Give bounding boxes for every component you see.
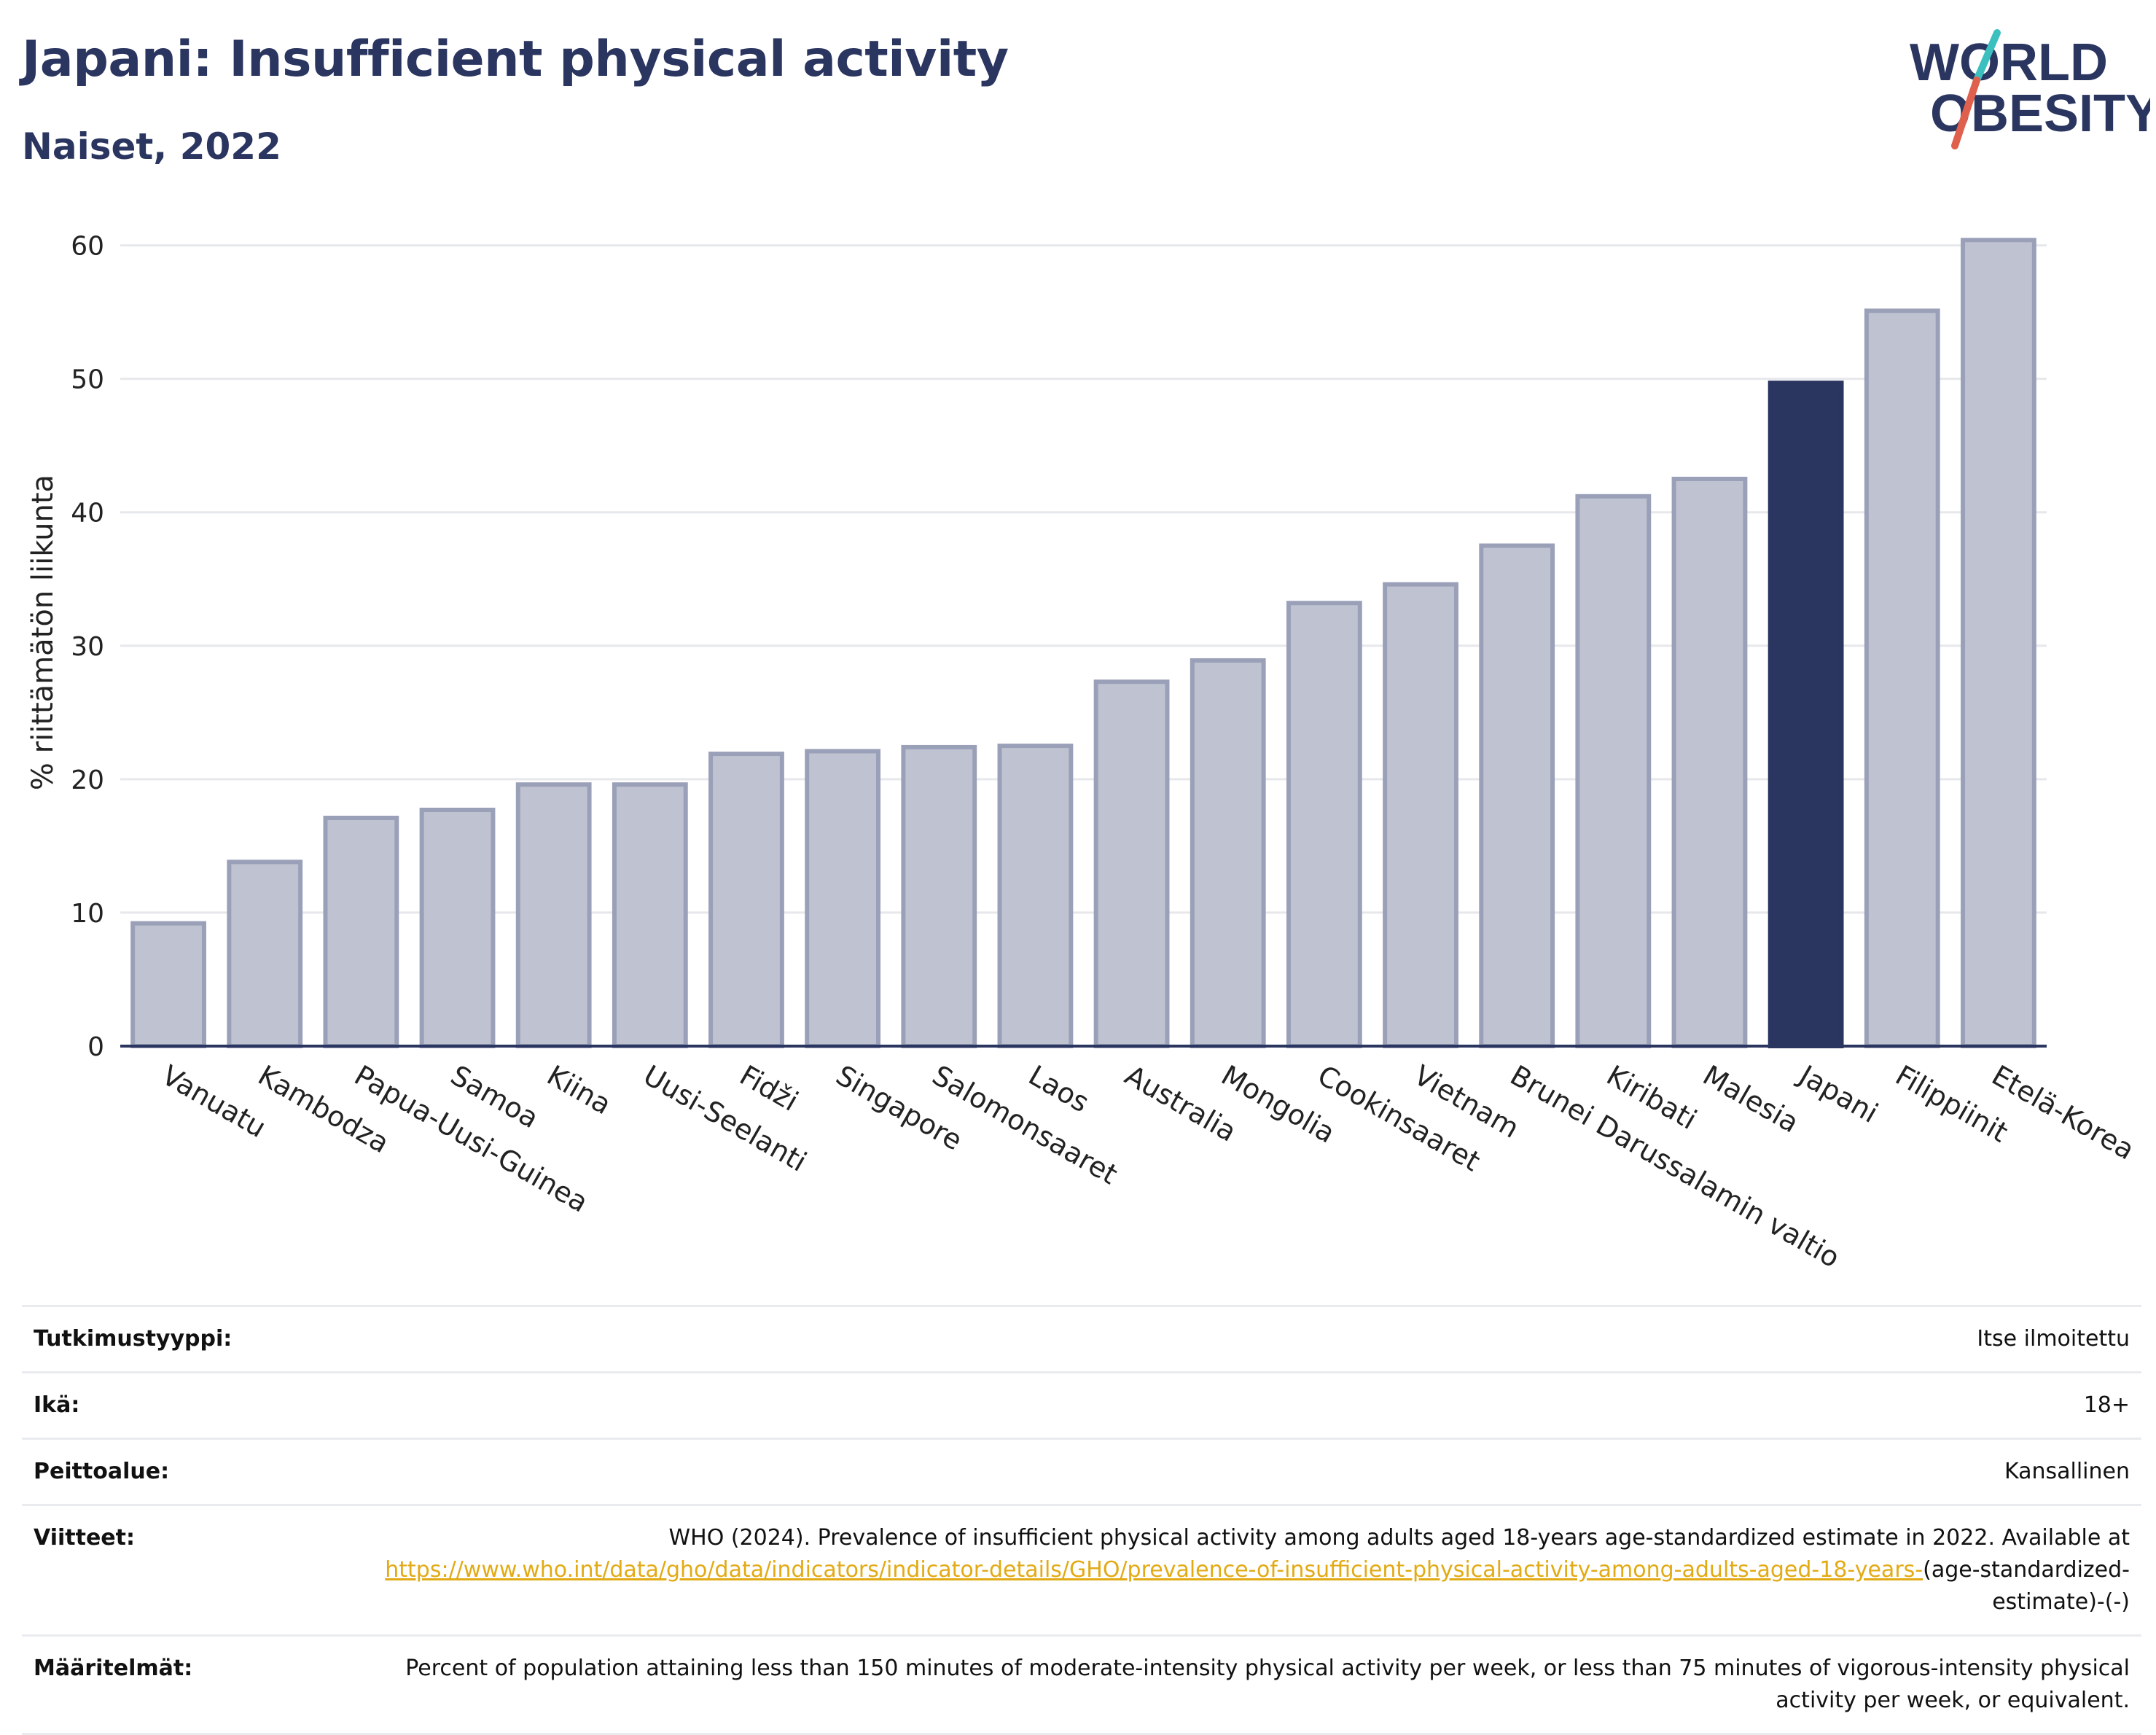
meta-row-references: Viitteet: WHO (2024). Prevalence of insu…	[22, 1504, 2141, 1637]
bar-vietnam[interactable]	[1383, 582, 1458, 1048]
bar-salomonsaaret[interactable]	[901, 744, 977, 1048]
x-tick-label: Cookinsaaret	[1312, 1059, 1485, 1178]
bar-mongolia[interactable]	[1190, 658, 1266, 1048]
references-label: Viitteet:	[22, 1504, 337, 1637]
references-link[interactable]: https://www.who.int/data/gho/data/indica…	[385, 1557, 1923, 1583]
x-tick-label: Uusi-Seelanti	[638, 1059, 812, 1178]
page-subtitle: Naiset, 2022	[22, 125, 281, 168]
logo-slash-red	[1951, 77, 1980, 149]
bar-japani[interactable]	[1768, 381, 1844, 1048]
age-label: Ikä:	[22, 1371, 337, 1440]
study-type-label: Tutkimustyyppi:	[22, 1305, 337, 1373]
meta-row-study-type: Tutkimustyyppi: Itse ilmoitettu	[22, 1305, 2141, 1373]
bar-malesia[interactable]	[1671, 476, 1748, 1048]
bar-singapore[interactable]	[805, 749, 881, 1048]
bar-chart: 0 10 20 30 40 50 60 % riittämätön liikunta Vanua…	[26, 232, 2140, 1274]
y-tick-label: 10	[71, 899, 104, 929]
x-tick-label: Fidži	[734, 1059, 803, 1118]
bar-kiribati[interactable]	[1575, 494, 1652, 1048]
y-tick-label: 50	[71, 365, 104, 395]
bar-australia[interactable]	[1093, 679, 1170, 1049]
y-axis-label: % riittämätön liikunta	[26, 475, 60, 790]
y-tick-label: 60	[71, 232, 104, 262]
logo-line-1: WORLD	[1910, 34, 2108, 92]
x-tick-label: Kiina	[542, 1059, 617, 1121]
logo-slash-teal	[1973, 29, 2001, 84]
coverage-value: Kansallinen	[337, 1438, 2141, 1506]
x-tick-label: Malesia	[1698, 1059, 1804, 1139]
study-type-value: Itse ilmoitettu	[337, 1305, 2141, 1373]
bar-samoa[interactable]	[419, 807, 496, 1049]
x-tick-label: Japani	[1792, 1058, 1883, 1129]
bar-vanuatu[interactable]	[130, 921, 206, 1049]
x-tick-label: Brunei Darussalamin valtio	[1505, 1059, 1846, 1274]
y-tick-label: 40	[71, 499, 104, 529]
metadata-table: Tutkimustyyppi: Itse ilmoitettu Ikä: 18+…	[22, 1305, 2141, 1735]
definitions-label: Määritelmät:	[22, 1634, 337, 1735]
y-tick-label: 0	[87, 1032, 104, 1062]
bar-kiina[interactable]	[515, 782, 592, 1049]
age-value: 18+	[337, 1371, 2141, 1440]
bar-filippiinit[interactable]	[1864, 308, 1940, 1048]
references-text: WHO (2024). Prevalence of insufficient p…	[668, 1525, 2130, 1551]
y-tick-label: 30	[71, 632, 104, 662]
x-tick-label: Laos	[1023, 1059, 1095, 1119]
references-tail: (age-standardized-estimate)-(-)	[1923, 1557, 2130, 1615]
bar-cookinsaaret[interactable]	[1286, 601, 1362, 1048]
x-tick-label: Vanuatu	[157, 1059, 272, 1144]
y-tick-label: 20	[71, 765, 104, 795]
definitions-value: Percent of population attaining less tha…	[337, 1634, 2141, 1735]
meta-row-coverage: Peittoalue: Kansallinen	[22, 1438, 2141, 1506]
meta-row-definitions: Määritelmät: Percent of population attai…	[22, 1634, 2141, 1735]
bar-brunei-darussalamin-valtio[interactable]	[1479, 543, 1555, 1048]
bar-uusi-seelanti[interactable]	[612, 782, 688, 1049]
bar-laos[interactable]	[997, 744, 1074, 1049]
x-tick-label: Etelä-Korea	[1986, 1059, 2139, 1166]
coverage-label: Peittoalue:	[22, 1438, 337, 1506]
bar-papua-uusi-guinea[interactable]	[323, 815, 399, 1049]
references-value: WHO (2024). Prevalence of insufficient p…	[337, 1504, 2141, 1637]
bar-fid-i[interactable]	[708, 752, 784, 1049]
meta-row-age: Ikä: 18+	[22, 1371, 2141, 1440]
bar-kambodza[interactable]	[227, 859, 303, 1048]
page-title: Japani: Insufficient physical activity	[22, 31, 1009, 88]
world-obesity-logo: WORLD OBESITY	[1910, 29, 2150, 149]
bar-etel-korea[interactable]	[1961, 238, 2036, 1049]
